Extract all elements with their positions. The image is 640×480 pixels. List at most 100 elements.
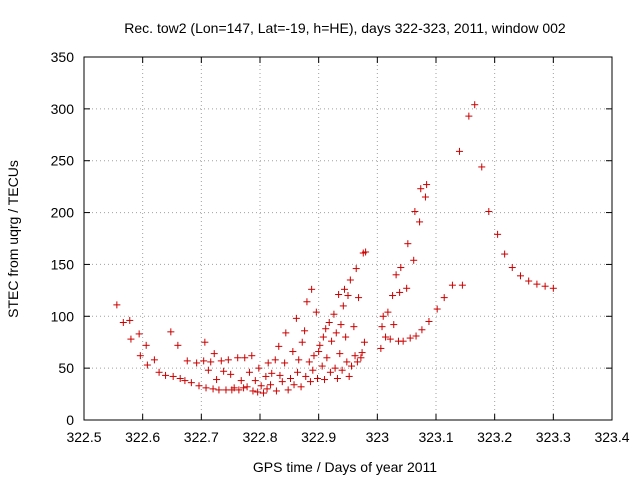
- data-points: [113, 101, 557, 397]
- data-point: [352, 265, 360, 273]
- x-tick-label: 323.2: [477, 429, 512, 445]
- data-point: [316, 341, 324, 349]
- data-point: [222, 386, 230, 394]
- data-point: [213, 376, 221, 384]
- data-point: [220, 367, 228, 375]
- data-point: [142, 341, 150, 349]
- data-point: [478, 163, 486, 171]
- data-point: [257, 382, 265, 390]
- data-point: [251, 377, 259, 385]
- data-point: [183, 357, 191, 365]
- data-point: [425, 317, 433, 325]
- data-point: [303, 298, 311, 306]
- y-tick-label: 50: [58, 360, 74, 376]
- data-point: [465, 112, 473, 120]
- data-point: [181, 377, 189, 385]
- data-point: [200, 357, 208, 365]
- data-point: [241, 354, 249, 362]
- data-point: [204, 366, 212, 374]
- y-tick-label: 300: [51, 101, 75, 117]
- x-tick-label: 322.5: [66, 429, 101, 445]
- data-point: [315, 348, 323, 356]
- data-point: [379, 312, 387, 320]
- data-point: [262, 372, 270, 380]
- data-point: [295, 356, 303, 364]
- data-point: [337, 321, 345, 329]
- data-point: [330, 310, 338, 318]
- y-tick-labels: 0 50 100 150 200 250 300 350: [51, 49, 75, 428]
- data-point: [248, 352, 256, 360]
- data-point: [494, 230, 502, 238]
- data-point: [328, 337, 336, 345]
- plot-frame: [83, 56, 613, 421]
- data-point: [195, 382, 203, 390]
- data-point: [202, 384, 210, 392]
- data-point: [360, 338, 368, 346]
- data-point: [227, 370, 235, 378]
- data-point: [210, 350, 218, 358]
- data-point: [113, 301, 121, 309]
- y-axis-label: STEC from uqrg / TECUs: [5, 160, 21, 318]
- data-point: [255, 364, 263, 372]
- data-point: [268, 369, 276, 377]
- data-point: [362, 248, 370, 256]
- data-point: [249, 387, 257, 395]
- data-point: [193, 359, 201, 367]
- x-tick-labels: 322.5 322.6 322.7 322.8 322.9 323 323.1 323.2 32…: [66, 429, 629, 445]
- x-tick-label: 323: [366, 429, 390, 445]
- data-point: [416, 218, 424, 226]
- x-tick-label: 322.7: [184, 429, 219, 445]
- data-point: [322, 325, 330, 333]
- data-point: [358, 349, 366, 357]
- data-point: [284, 386, 292, 394]
- chart-title: Rec. tow2 (Lon=147, Lat=-19, h=HE), days…: [124, 20, 566, 36]
- y-tick-label: 200: [51, 205, 75, 221]
- data-point: [271, 356, 279, 364]
- data-point: [245, 368, 253, 376]
- data-point: [292, 314, 300, 322]
- data-point: [382, 333, 390, 341]
- data-point: [187, 379, 195, 387]
- y-tick-label: 350: [51, 49, 75, 65]
- data-point: [155, 368, 163, 376]
- data-point: [297, 383, 305, 391]
- data-point: [321, 376, 329, 384]
- data-point: [350, 323, 358, 331]
- data-point: [312, 308, 320, 316]
- data-point: [549, 284, 557, 292]
- data-point: [167, 328, 175, 336]
- data-point: [455, 147, 463, 155]
- y-tick-label: 0: [66, 412, 74, 428]
- data-point: [237, 377, 245, 385]
- data-point: [176, 375, 184, 383]
- data-point: [404, 240, 412, 248]
- x-tick-label: 323.3: [536, 429, 571, 445]
- data-point: [294, 368, 302, 376]
- y-tick-label: 100: [51, 308, 75, 324]
- data-point: [289, 348, 297, 356]
- data-point: [281, 359, 289, 367]
- grid-lines: [84, 57, 612, 420]
- data-point: [384, 308, 392, 316]
- data-point: [342, 333, 350, 341]
- data-point: [150, 356, 158, 364]
- data-point: [136, 352, 144, 360]
- data-point: [135, 330, 143, 338]
- data-point: [411, 208, 419, 216]
- data-point: [174, 341, 182, 349]
- data-point: [275, 342, 283, 350]
- data-point: [332, 329, 340, 337]
- data-point: [267, 381, 275, 389]
- data-point: [318, 362, 326, 370]
- data-point: [207, 358, 215, 366]
- data-point: [260, 389, 268, 397]
- data-point: [340, 285, 348, 293]
- data-point: [278, 378, 286, 386]
- data-point: [471, 101, 479, 109]
- data-point: [386, 335, 394, 343]
- x-tick-label: 322.9: [301, 429, 336, 445]
- data-point: [235, 386, 243, 394]
- data-point: [309, 366, 317, 374]
- data-point: [264, 359, 272, 367]
- data-point: [345, 372, 353, 380]
